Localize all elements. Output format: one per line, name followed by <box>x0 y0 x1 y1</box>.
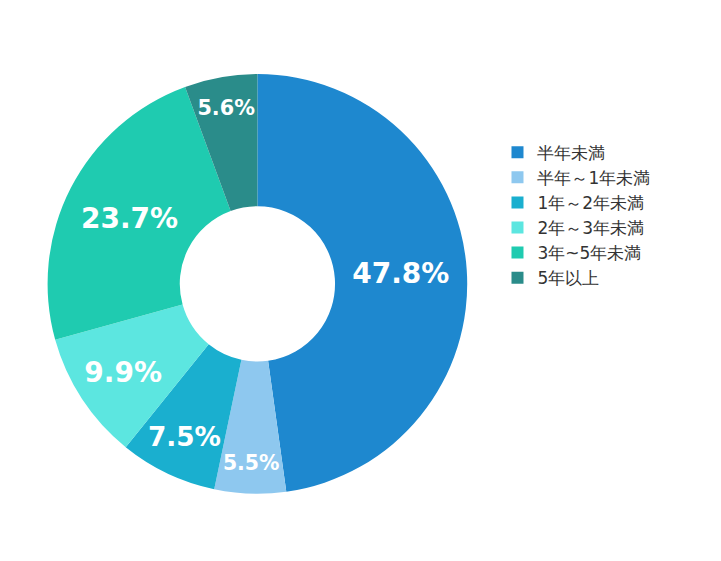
svg-text:23.7%: 23.7% <box>81 202 178 235</box>
svg-text:2年～3年未満: 2年～3年未満 <box>537 218 644 238</box>
svg-text:47.8%: 47.8% <box>352 257 449 290</box>
svg-text:5.6%: 5.6% <box>197 96 255 120</box>
svg-text:7.5%: 7.5% <box>148 422 221 452</box>
svg-text:半年～1年未満: 半年～1年未満 <box>537 168 650 188</box>
svg-text:半年未満: 半年未満 <box>537 143 605 163</box>
svg-text:1年～2年未満: 1年～2年未満 <box>537 193 644 213</box>
svg-text:3年~5年未満: 3年~5年未満 <box>537 243 641 263</box>
svg-text:5年以上: 5年以上 <box>537 268 599 288</box>
svg-text:5.5%: 5.5% <box>223 451 280 475</box>
svg-text:9.9%: 9.9% <box>84 356 162 389</box>
